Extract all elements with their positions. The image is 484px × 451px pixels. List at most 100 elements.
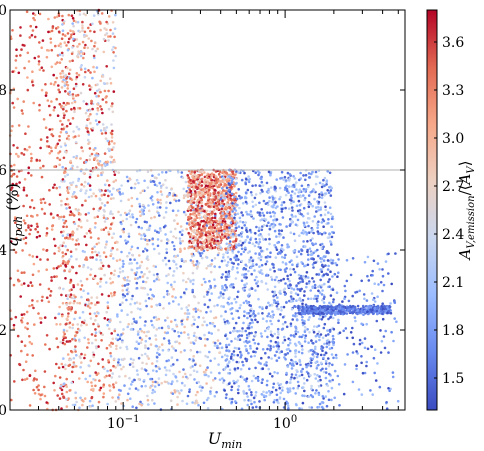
- scatter-point: [322, 273, 326, 277]
- scatter-point: [50, 100, 53, 103]
- scatter-point: [201, 386, 204, 389]
- scatter-point: [120, 333, 123, 336]
- scatter-point: [264, 282, 268, 285]
- scatter-point: [307, 172, 311, 175]
- scatter-point: [241, 360, 244, 364]
- scatter-point: [56, 345, 60, 349]
- scatter-point: [105, 126, 109, 129]
- scatter-point: [130, 186, 133, 190]
- scatter-point: [33, 323, 36, 326]
- scatter-point: [190, 199, 194, 203]
- scatter-point: [133, 302, 137, 305]
- scatter-point: [356, 352, 359, 355]
- scatter-point: [193, 401, 197, 405]
- scatter-point: [37, 312, 40, 315]
- scatter-point: [25, 10, 29, 14]
- scatter-point: [109, 345, 113, 349]
- scatter-point: [125, 213, 129, 217]
- scatter-point: [153, 215, 156, 219]
- scatter-point: [387, 351, 390, 354]
- scatter-point: [292, 200, 295, 203]
- scatter-point: [130, 268, 134, 272]
- scatter-point: [296, 195, 300, 198]
- scatter-point: [43, 370, 47, 373]
- scatter-point: [286, 171, 290, 175]
- scatter-point: [324, 367, 328, 371]
- scatter-point: [118, 270, 122, 274]
- scatter-point: [21, 316, 24, 320]
- scatter-point: [82, 56, 85, 60]
- scatter-point: [385, 407, 389, 411]
- scatter-point: [79, 188, 83, 191]
- scatter-point: [189, 366, 193, 369]
- scatter-point: [167, 382, 170, 385]
- scatter-point: [203, 239, 207, 242]
- scatter-point: [273, 371, 276, 374]
- scatter-point: [302, 194, 305, 197]
- scatter-point: [283, 256, 287, 260]
- scatter-point: [152, 273, 156, 277]
- scatter-point: [265, 305, 269, 309]
- scatter-point: [145, 362, 148, 366]
- scatter-point: [182, 260, 186, 264]
- scatter-point: [243, 224, 246, 227]
- scatter-point: [393, 300, 396, 304]
- scatter-point: [62, 259, 65, 263]
- scatter-point: [299, 195, 303, 198]
- scatter-point: [265, 247, 269, 251]
- scatter-point: [170, 320, 173, 323]
- scatter-point: [63, 84, 67, 87]
- scatter-point: [98, 379, 101, 383]
- scatter-point: [258, 265, 261, 269]
- scatter-point: [58, 135, 61, 138]
- scatter-point: [230, 388, 233, 392]
- scatter-point: [167, 339, 171, 343]
- scatter-point: [220, 259, 224, 263]
- scatter-point: [281, 386, 284, 389]
- scatter-point: [107, 147, 110, 151]
- scatter-point: [211, 223, 215, 227]
- scatter-point: [304, 188, 308, 191]
- scatter-point: [292, 249, 296, 253]
- scatter-point: [284, 358, 287, 361]
- scatter-point: [193, 173, 196, 177]
- scatter-point: [128, 209, 132, 212]
- scatter-point: [210, 262, 213, 266]
- scatter-point: [325, 339, 329, 343]
- scatter-point: [119, 199, 123, 203]
- scatter-point: [100, 108, 103, 111]
- scatter-point: [271, 375, 274, 378]
- scatter-point: [194, 194, 198, 198]
- scatter-point: [70, 265, 74, 269]
- scatter-point: [152, 264, 155, 268]
- scatter-point: [297, 211, 301, 215]
- scatter-point: [54, 44, 57, 48]
- scatter-point: [167, 349, 170, 352]
- scatter-point: [65, 197, 69, 201]
- scatter-point: [293, 342, 297, 346]
- scatter-point: [298, 374, 301, 378]
- scatter-point: [209, 386, 213, 390]
- scatter-point: [90, 301, 93, 305]
- scatter-point: [301, 333, 305, 337]
- scatter-point: [267, 233, 271, 236]
- scatter-point: [254, 391, 258, 394]
- scatter-point: [276, 205, 279, 208]
- scatter-point: [155, 303, 159, 307]
- scatter-point: [234, 223, 237, 226]
- scatter-point: [209, 371, 213, 374]
- scatter-point: [133, 378, 136, 382]
- scatter-point: [265, 383, 269, 387]
- scatter-point: [39, 166, 42, 170]
- scatter-point: [92, 355, 95, 359]
- scatter-point: [248, 213, 251, 216]
- scatter-point: [93, 216, 97, 219]
- scatter-point: [211, 322, 214, 326]
- scatter-point: [262, 214, 266, 217]
- scatter-point: [63, 41, 67, 44]
- scatter-point: [107, 194, 110, 198]
- scatter-point: [29, 24, 32, 28]
- scatter-point: [220, 248, 223, 251]
- scatter-point: [188, 221, 191, 224]
- scatter-point: [100, 293, 104, 296]
